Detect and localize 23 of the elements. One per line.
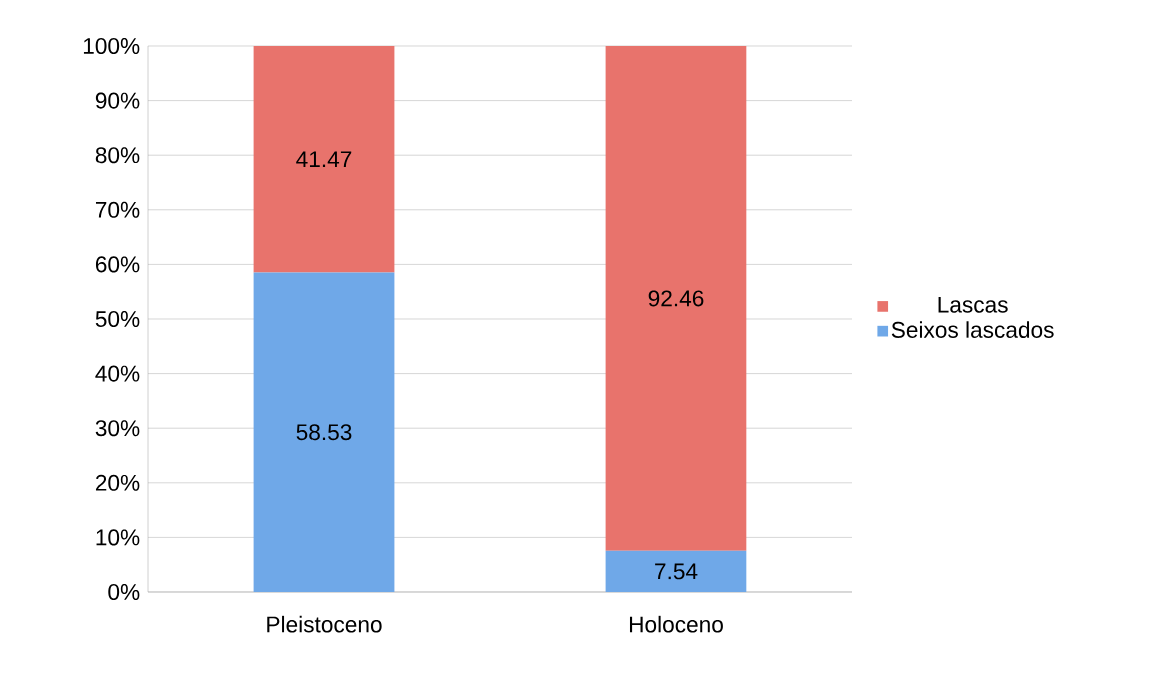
bar <box>605 550 747 592</box>
y-tick-label: 20% <box>95 474 140 491</box>
y-tick-label: 60% <box>95 256 140 273</box>
legend-label: Seixos lascados <box>891 321 1054 338</box>
y-tick-label: 0% <box>108 583 140 601</box>
y-tick-label: 70% <box>95 201 140 218</box>
data-label: 7.54 <box>655 563 698 580</box>
bar <box>253 45 395 273</box>
y-tick-label: 10% <box>96 529 140 546</box>
data-label: 41.47 <box>296 151 352 168</box>
data-label: 58.53 <box>296 424 352 441</box>
bar <box>605 45 747 551</box>
y-tick-label: 50% <box>95 310 140 328</box>
x-tick-label: Pleistoceno <box>267 615 382 633</box>
x-tick-label: Holoceno <box>629 615 723 633</box>
legend-label: Lascas <box>938 296 1008 313</box>
y-tick-label: 40% <box>95 365 140 382</box>
data-label: 92.46 <box>648 290 704 307</box>
y-tick-label: 100% <box>83 37 140 55</box>
y-tick-label: 30% <box>95 420 140 437</box>
bar <box>253 272 395 592</box>
y-tick-label: 80% <box>95 147 140 164</box>
y-tick-label: 90% <box>95 92 140 109</box>
